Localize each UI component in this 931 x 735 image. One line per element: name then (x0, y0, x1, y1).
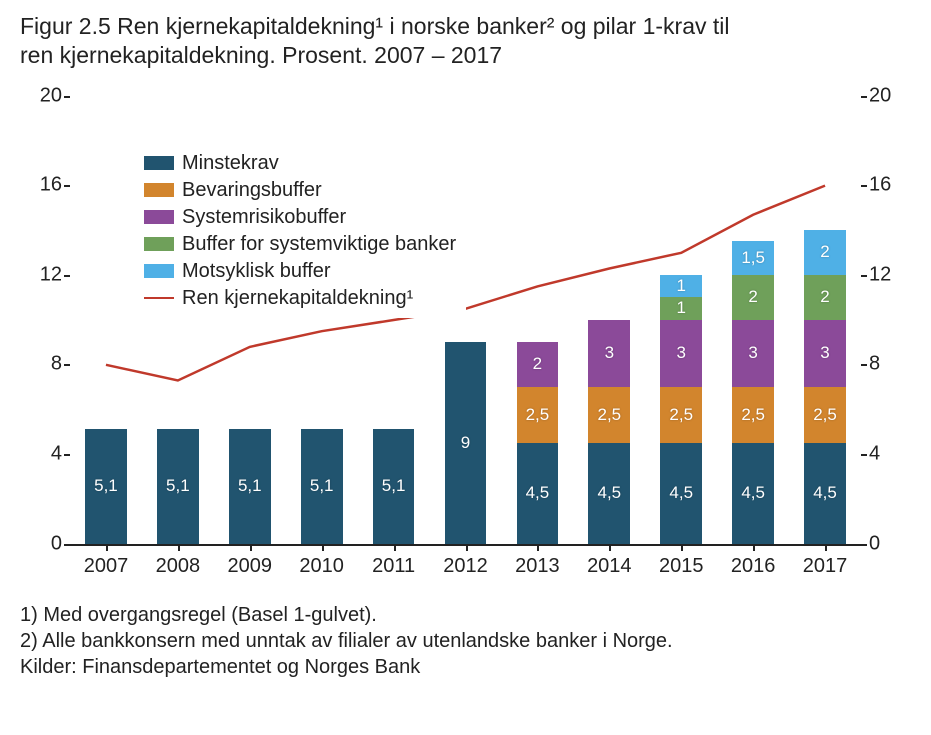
x-tick (106, 545, 108, 551)
title-line-1: Figur 2.5 Ren kjernekapitaldekning¹ i no… (20, 13, 730, 39)
y-tick (64, 96, 70, 98)
y-tick (64, 185, 70, 187)
x-tick (178, 545, 180, 551)
legend-label: Motsyklisk buffer (182, 258, 331, 285)
y-tick (64, 275, 70, 277)
footnotes: 1) Med overgangsregel (Basel 1-gulvet). … (20, 602, 911, 680)
x-tick (394, 545, 396, 551)
x-tick (466, 545, 468, 551)
x-axis-label: 2009 (228, 555, 273, 578)
x-axis-label: 2008 (156, 555, 201, 578)
x-axis-label: 2012 (443, 555, 488, 578)
legend-item: Minstekrav (144, 150, 456, 177)
legend-swatch (144, 264, 174, 278)
y-axis-label: 4 (22, 442, 62, 465)
y-axis-label: 20 (869, 84, 909, 107)
y-tick (861, 364, 867, 366)
x-axis-label: 2014 (587, 555, 632, 578)
figure-title: Figur 2.5 Ren kjernekapitaldekning¹ i no… (20, 12, 911, 70)
chart-area: 5,15,15,15,15,194,52,524,52,534,52,53114… (20, 76, 911, 596)
y-tick (64, 544, 70, 546)
x-tick (825, 545, 827, 551)
legend-item: Systemrisikobuffer (144, 204, 456, 231)
y-axis-label: 12 (22, 263, 62, 286)
x-tick (609, 545, 611, 551)
y-axis-label: 4 (869, 442, 909, 465)
y-axis-label: 20 (22, 84, 62, 107)
x-axis-label: 2017 (803, 555, 848, 578)
y-tick (861, 544, 867, 546)
legend-swatch-line (144, 291, 174, 305)
y-tick (861, 96, 867, 98)
x-axis-label: 2015 (659, 555, 704, 578)
legend: MinstekravBevaringsbufferSystemrisikobuf… (138, 146, 466, 318)
x-tick (322, 545, 324, 551)
y-tick (861, 454, 867, 456)
footnote-2: 2) Alle bankkonsern med unntak av filial… (20, 628, 911, 654)
legend-item: Ren kjernekapitaldekning¹ (144, 285, 456, 312)
y-axis-label: 16 (22, 174, 62, 197)
plot-area: 5,15,15,15,15,194,52,524,52,534,52,53114… (70, 96, 861, 546)
x-axis-label: 2013 (515, 555, 560, 578)
legend-swatch (144, 183, 174, 197)
legend-label: Ren kjernekapitaldekning¹ (182, 285, 413, 312)
legend-label: Bevaringsbuffer (182, 177, 322, 204)
legend-item: Buffer for systemviktige banker (144, 231, 456, 258)
y-axis-label: 0 (869, 532, 909, 555)
x-axis-label: 2007 (84, 555, 129, 578)
y-tick (64, 364, 70, 366)
legend-swatch (144, 237, 174, 251)
x-tick (753, 545, 755, 551)
x-axis-label: 2010 (299, 555, 344, 578)
legend-label: Buffer for systemviktige banker (182, 231, 456, 258)
legend-item: Bevaringsbuffer (144, 177, 456, 204)
y-axis-label: 0 (22, 532, 62, 555)
legend-label: Systemrisikobuffer (182, 204, 346, 231)
legend-swatch (144, 210, 174, 224)
x-tick (681, 545, 683, 551)
y-axis-label: 16 (869, 174, 909, 197)
legend-label: Minstekrav (182, 150, 279, 177)
x-axis-label: 2016 (731, 555, 776, 578)
footnote-1: 1) Med overgangsregel (Basel 1-gulvet). (20, 602, 911, 628)
y-tick (64, 454, 70, 456)
figure-container: Figur 2.5 Ren kjernekapitaldekning¹ i no… (0, 0, 931, 735)
x-tick (537, 545, 539, 551)
legend-item: Motsyklisk buffer (144, 258, 456, 285)
x-axis-label: 2011 (372, 555, 415, 578)
legend-swatch (144, 156, 174, 170)
y-tick (861, 275, 867, 277)
title-line-2: ren kjernekapitaldekning. Prosent. 2007 … (20, 42, 502, 68)
y-axis-label: 8 (869, 353, 909, 376)
y-axis-label: 8 (22, 353, 62, 376)
y-axis-label: 12 (869, 263, 909, 286)
footnote-sources: Kilder: Finansdepartementet og Norges Ba… (20, 654, 911, 680)
y-tick (861, 185, 867, 187)
x-tick (250, 545, 252, 551)
